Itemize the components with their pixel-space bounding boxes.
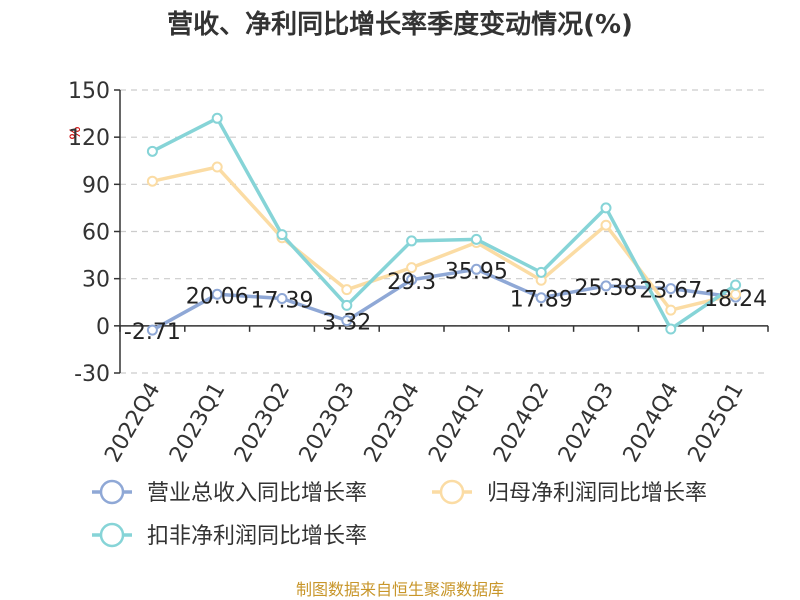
data-point — [665, 323, 677, 335]
legend-marker — [439, 479, 465, 505]
data-point — [211, 288, 223, 300]
legend-marker — [99, 522, 125, 548]
data-label: 17.89 — [510, 288, 573, 313]
data-label: 25.38 — [575, 276, 638, 301]
x-tick-label: 2024Q1 — [424, 379, 489, 467]
data-point — [211, 112, 223, 124]
y-tick-label: 60 — [82, 221, 110, 246]
data-label: 23.67 — [639, 279, 702, 304]
data-label: 35.95 — [445, 259, 508, 284]
series-line — [151, 116, 737, 331]
data-point — [406, 274, 418, 286]
data-point — [600, 280, 612, 292]
data-point — [600, 219, 612, 231]
data-point — [146, 324, 158, 336]
data-point — [341, 315, 353, 327]
data-label: 3.32 — [322, 311, 371, 336]
x-tick-label: 2022Q4 — [100, 379, 165, 467]
data-label: 18.24 — [704, 287, 767, 312]
data-point — [146, 145, 158, 157]
data-point — [470, 263, 482, 275]
legend-item[interactable]: 营业总收入同比增长率 — [92, 479, 367, 506]
legend-item[interactable]: 扣非净利润同比增长率 — [92, 522, 367, 549]
x-tick-label: 2023Q1 — [165, 379, 230, 467]
y-tick-label: 90 — [82, 173, 110, 198]
legend-label: 扣非净利润同比增长率 — [147, 524, 367, 549]
x-tick-label: 2023Q2 — [230, 379, 295, 467]
data-point — [211, 161, 223, 173]
data-point — [600, 202, 612, 214]
data-point — [470, 233, 482, 245]
y-tick-label: 150 — [68, 79, 110, 104]
data-label: 20.06 — [186, 284, 249, 309]
y-tick-label: -30 — [74, 362, 110, 387]
data-label: -2.71 — [124, 320, 181, 345]
data-point — [665, 304, 677, 316]
x-tick-label: 2023Q3 — [295, 379, 360, 467]
legend-marker — [99, 479, 125, 505]
chart-title: 营收、净利同比增长率季度变动情况(%) — [167, 9, 633, 40]
legend-label: 归母净利润同比增长率 — [487, 481, 707, 506]
y-axis-unit: % — [68, 126, 84, 139]
data-point — [341, 284, 353, 296]
series-line — [151, 267, 736, 332]
x-tick-label: 2024Q2 — [489, 379, 554, 467]
y-tick-label: 0 — [96, 315, 110, 340]
data-point — [276, 229, 288, 241]
data-point — [665, 283, 677, 295]
x-tick-label: 2024Q3 — [554, 379, 619, 467]
data-point — [276, 292, 288, 304]
y-tick-label: 120 — [68, 126, 110, 151]
x-tick-label: 2023Q4 — [359, 379, 424, 467]
data-point — [341, 299, 353, 311]
data-label: 29.3 — [387, 270, 436, 295]
series-lines — [146, 112, 742, 336]
legend-item[interactable]: 归母净利润同比增长率 — [432, 479, 707, 506]
data-point — [406, 262, 418, 274]
data-point — [730, 279, 742, 291]
legend-label: 营业总收入同比增长率 — [147, 481, 367, 506]
x-tick-label: 2024Q4 — [619, 379, 684, 467]
data-point — [535, 292, 547, 304]
data-label: 17.39 — [251, 288, 314, 313]
data-point — [146, 175, 158, 187]
data-point — [535, 266, 547, 278]
x-tick-label: 2025Q1 — [683, 379, 748, 467]
footer-source: 制图数据来自恒生聚源数据库 — [296, 580, 504, 599]
y-tick-label: 30 — [82, 268, 110, 293]
data-point — [406, 235, 418, 247]
